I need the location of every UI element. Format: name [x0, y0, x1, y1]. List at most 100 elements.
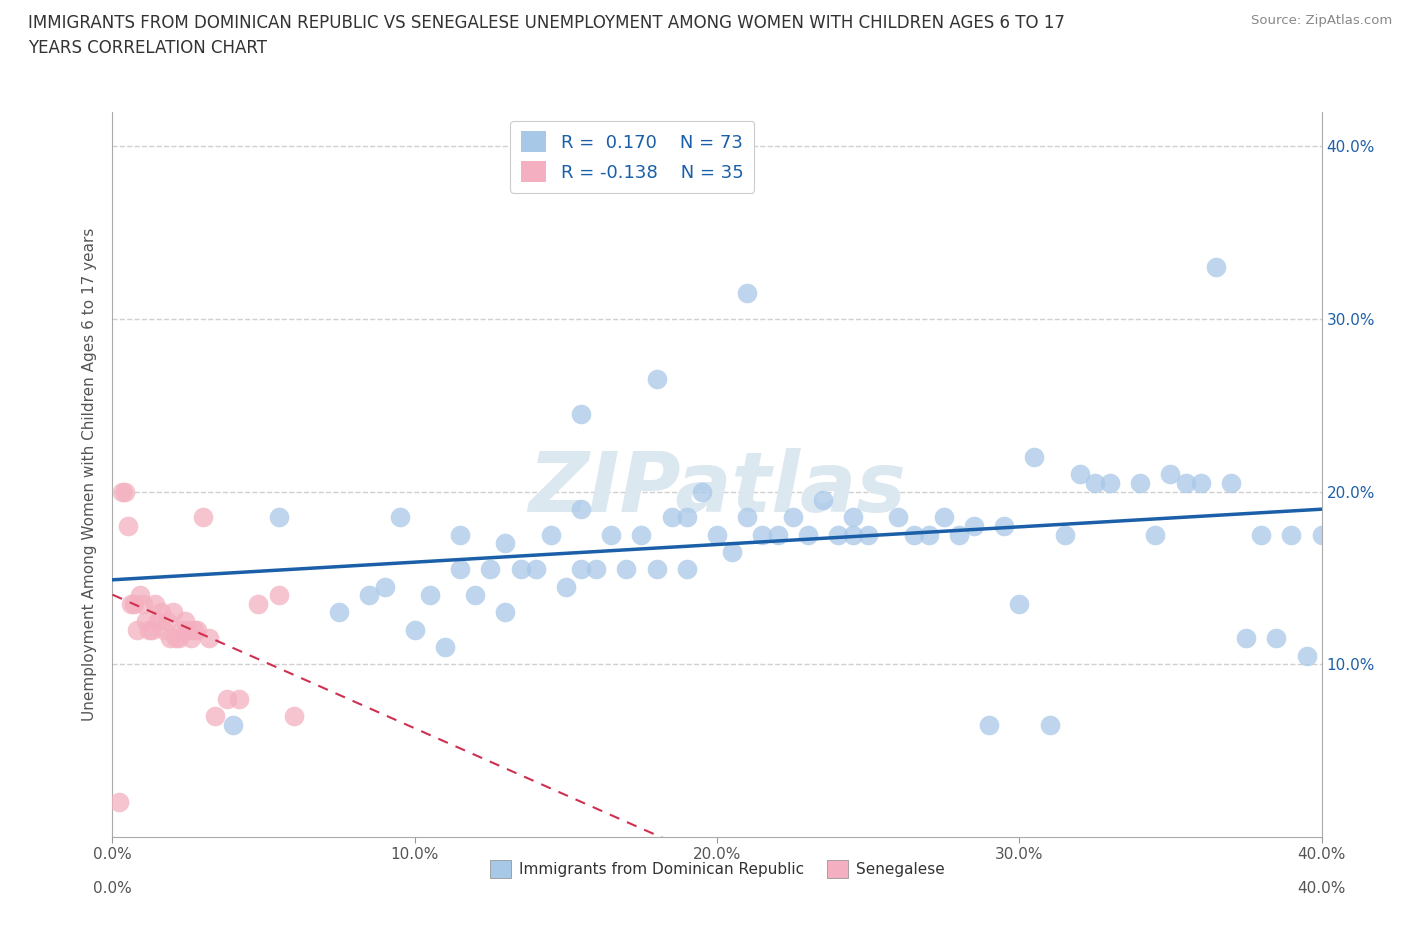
Point — [1069, 467, 1091, 482]
Point — [146, 614, 169, 629]
Point — [433, 640, 456, 655]
Point — [183, 622, 205, 637]
Point — [222, 717, 245, 732]
Point — [645, 562, 668, 577]
Text: 40.0%: 40.0% — [1298, 882, 1346, 897]
Point — [766, 527, 789, 542]
Point — [495, 605, 517, 620]
Point — [1084, 475, 1107, 490]
Point — [1220, 475, 1243, 490]
Point — [191, 510, 214, 525]
Point — [449, 527, 471, 542]
Point — [1008, 596, 1031, 611]
Point — [141, 622, 163, 637]
Point — [932, 510, 955, 525]
Point — [842, 510, 865, 525]
Point — [114, 485, 136, 499]
Point — [1129, 475, 1152, 490]
Point — [167, 631, 190, 645]
Point — [165, 631, 187, 645]
Point — [1024, 449, 1046, 464]
Point — [887, 510, 910, 525]
Text: 0.0%: 0.0% — [93, 882, 132, 897]
Point — [1159, 467, 1181, 482]
Legend: Immigrants from Dominican Republic, Senegalese: Immigrants from Dominican Republic, Sene… — [484, 854, 950, 883]
Point — [1144, 527, 1167, 542]
Point — [1279, 527, 1302, 542]
Point — [1098, 475, 1121, 490]
Point — [156, 614, 179, 629]
Point — [1038, 717, 1062, 732]
Point — [449, 562, 471, 577]
Point — [110, 485, 132, 499]
Point — [963, 519, 986, 534]
Point — [1295, 648, 1317, 663]
Point — [162, 605, 184, 620]
Point — [661, 510, 683, 525]
Point — [856, 527, 880, 542]
Point — [1250, 527, 1272, 542]
Point — [690, 485, 713, 499]
Point — [751, 527, 773, 542]
Point — [645, 372, 668, 387]
Point — [811, 493, 834, 508]
Point — [569, 501, 592, 516]
Point — [993, 519, 1015, 534]
Point — [675, 562, 697, 577]
Point — [585, 562, 607, 577]
Point — [827, 527, 849, 542]
Point — [128, 588, 150, 603]
Point — [569, 406, 592, 421]
Point — [135, 614, 157, 629]
Point — [186, 622, 208, 637]
Point — [569, 562, 592, 577]
Point — [782, 510, 804, 525]
Point — [132, 596, 155, 611]
Point — [616, 562, 638, 577]
Point — [737, 510, 759, 525]
Point — [524, 562, 547, 577]
Point — [842, 527, 865, 542]
Text: YEARS CORRELATION CHART: YEARS CORRELATION CHART — [28, 39, 267, 57]
Point — [180, 631, 202, 645]
Point — [388, 510, 411, 525]
Text: Source: ZipAtlas.com: Source: ZipAtlas.com — [1251, 14, 1392, 27]
Point — [675, 510, 697, 525]
Point — [170, 622, 193, 637]
Point — [1189, 475, 1212, 490]
Point — [153, 622, 176, 637]
Point — [1265, 631, 1288, 645]
Point — [903, 527, 925, 542]
Point — [540, 527, 562, 542]
Point — [267, 588, 290, 603]
Point — [374, 579, 396, 594]
Point — [328, 605, 350, 620]
Point — [283, 709, 305, 724]
Point — [120, 596, 142, 611]
Point — [117, 519, 139, 534]
Point — [217, 691, 239, 706]
Point — [1205, 259, 1227, 274]
Point — [228, 691, 250, 706]
Point — [918, 527, 941, 542]
Text: ZIPatlas: ZIPatlas — [529, 448, 905, 529]
Point — [198, 631, 221, 645]
Point — [1053, 527, 1076, 542]
Point — [479, 562, 502, 577]
Point — [267, 510, 290, 525]
Point — [419, 588, 441, 603]
Point — [464, 588, 486, 603]
Point — [977, 717, 1000, 732]
Text: IMMIGRANTS FROM DOMINICAN REPUBLIC VS SENEGALESE UNEMPLOYMENT AMONG WOMEN WITH C: IMMIGRANTS FROM DOMINICAN REPUBLIC VS SE… — [28, 14, 1064, 32]
Point — [174, 614, 197, 629]
Point — [246, 596, 269, 611]
Y-axis label: Unemployment Among Women with Children Ages 6 to 17 years: Unemployment Among Women with Children A… — [82, 228, 97, 721]
Point — [737, 286, 759, 300]
Point — [122, 596, 145, 611]
Point — [125, 622, 148, 637]
Point — [177, 622, 200, 637]
Point — [1174, 475, 1197, 490]
Point — [495, 536, 517, 551]
Point — [359, 588, 381, 603]
Point — [404, 622, 426, 637]
